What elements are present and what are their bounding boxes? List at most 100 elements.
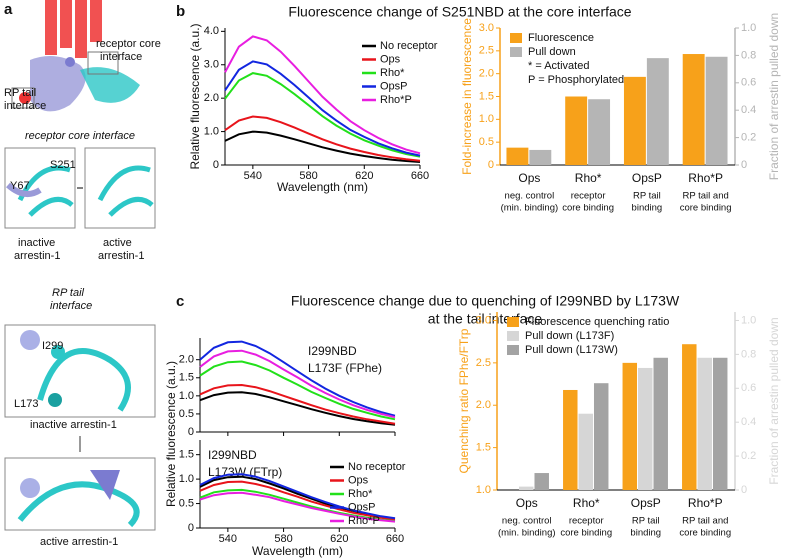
panel-a-label: I299 bbox=[42, 340, 63, 352]
category-note: receptor bbox=[571, 191, 606, 202]
y2-tick-label: 0 bbox=[741, 484, 747, 496]
panel-label: b bbox=[176, 3, 185, 20]
category-note: RP tail and bbox=[682, 191, 728, 202]
y-tick-label: 0 bbox=[488, 159, 494, 171]
series-line bbox=[199, 383, 396, 425]
annotation: I299NBD bbox=[208, 448, 257, 462]
y2-tick-label: 0.2 bbox=[741, 450, 756, 462]
category-note: RP tail bbox=[632, 516, 660, 527]
category-note: RP tail and bbox=[682, 516, 728, 527]
y-tick-label: 2.0 bbox=[476, 399, 491, 411]
chart-title: Fluorescence change due to quenching of … bbox=[291, 293, 680, 309]
bar bbox=[697, 357, 712, 490]
x-axis-label: Wavelength (nm) bbox=[277, 180, 368, 194]
y2-tick-label: 0.6 bbox=[741, 382, 756, 394]
y2-tick-label: 0.8 bbox=[741, 348, 756, 360]
series-line bbox=[199, 391, 396, 426]
x-tick-label: 580 bbox=[274, 533, 292, 545]
y-tick-label: 3.0 bbox=[479, 22, 494, 34]
category-note: (min. binding) bbox=[498, 528, 556, 539]
y-tick-label: 3.0 bbox=[204, 59, 219, 71]
series-line bbox=[224, 115, 421, 162]
legend-label: Pull down (L173W) bbox=[525, 344, 618, 356]
legend-swatch bbox=[507, 317, 519, 327]
y2-tick-label: 0 bbox=[741, 159, 747, 171]
legend-swatch bbox=[510, 47, 522, 57]
category-note: core binding bbox=[562, 203, 614, 214]
bar bbox=[519, 486, 534, 490]
legend-label: Rho* bbox=[348, 488, 373, 500]
y-tick-label: 2.0 bbox=[179, 354, 194, 366]
y2-tick-label: 0.2 bbox=[741, 132, 756, 144]
legend-label: Ops bbox=[380, 53, 401, 65]
y-tick-label: 1.5 bbox=[479, 90, 494, 102]
y-tick-label: 0.5 bbox=[479, 136, 494, 148]
bar bbox=[623, 76, 646, 165]
category-note: receptor bbox=[569, 516, 604, 527]
category-note: (min. binding) bbox=[501, 203, 559, 214]
legend-swatch bbox=[507, 345, 519, 355]
y-axis-label: Quenching ratio FPhe/FTrp bbox=[457, 328, 471, 473]
series-line bbox=[224, 72, 421, 158]
chart-title: Fluorescence change of S251NBD at the co… bbox=[288, 4, 631, 20]
panel-a-label: receptor core bbox=[96, 38, 161, 50]
legend-label: OpsP bbox=[348, 501, 376, 513]
bar bbox=[682, 344, 697, 490]
y-tick-label: 3.0 bbox=[476, 314, 491, 326]
bar bbox=[578, 413, 593, 490]
legend-label: Fluorescence quenching ratio bbox=[525, 316, 669, 328]
bar bbox=[712, 357, 728, 490]
x-tick-label: 620 bbox=[355, 170, 373, 182]
legend-label: Pull down (L173F) bbox=[525, 330, 614, 342]
bar bbox=[593, 383, 609, 490]
legend-label: OpsP bbox=[380, 80, 408, 92]
legend-label: Rho* bbox=[380, 67, 405, 79]
legend-label: Fluorescence bbox=[528, 32, 594, 44]
series-line bbox=[199, 491, 396, 523]
bar bbox=[622, 362, 638, 490]
y-tick-label: 4.0 bbox=[204, 25, 219, 37]
panel-a-label: interface bbox=[4, 100, 46, 112]
panel-a-label: active arrestin-1 bbox=[40, 536, 118, 548]
x-tick-label: Ops bbox=[516, 496, 538, 510]
bar bbox=[588, 99, 611, 165]
y-axis-label: Relative fluorescence (a.u.) bbox=[188, 23, 202, 169]
x-tick-label: Rho*P bbox=[688, 496, 723, 510]
legend-note: * = Activated bbox=[528, 60, 589, 72]
panel-label: c bbox=[176, 293, 184, 310]
x-tick-label: Ops bbox=[518, 171, 540, 185]
category-note: neg. control bbox=[505, 191, 555, 202]
y-tick-label: 2.0 bbox=[204, 92, 219, 104]
x-tick-label: 540 bbox=[244, 170, 262, 182]
category-note: RP tail bbox=[633, 191, 661, 202]
series-line bbox=[199, 360, 396, 421]
y-tick-label: 2.5 bbox=[476, 357, 491, 369]
legend-label: Rho*P bbox=[380, 94, 412, 106]
y-tick-label: 1.5 bbox=[476, 442, 491, 454]
y2-axis-label: Fraction of arrestin pulled down bbox=[767, 13, 781, 180]
legend-label: Rho*P bbox=[348, 515, 380, 527]
bar bbox=[529, 149, 552, 165]
bar bbox=[506, 147, 529, 165]
panel-a-label: arrestin-1 bbox=[98, 250, 144, 262]
series-line bbox=[224, 60, 421, 157]
x-tick-label: 580 bbox=[299, 170, 317, 182]
bar bbox=[682, 54, 705, 165]
series-line bbox=[199, 340, 396, 417]
legend-label: No receptor bbox=[348, 461, 406, 473]
category-note: core binding bbox=[679, 528, 731, 539]
panel-a-label: Y67 bbox=[10, 180, 30, 192]
y-axis-label: Relative fluorescence (a.u.) bbox=[164, 361, 178, 507]
y2-tick-label: 0.4 bbox=[741, 416, 756, 428]
panel-a-art bbox=[4, 0, 156, 531]
series-line bbox=[199, 480, 396, 521]
y2-tick-label: 0.8 bbox=[741, 49, 756, 61]
x-tick-label: Rho* bbox=[573, 496, 600, 510]
y2-tick-label: 0.4 bbox=[741, 104, 756, 116]
y-tick-label: 1.0 bbox=[476, 484, 491, 496]
y2-tick-label: 0.6 bbox=[741, 77, 756, 89]
y2-tick-label: 1.0 bbox=[741, 314, 756, 326]
x-tick-label: Rho* bbox=[575, 171, 602, 185]
x-tick-label: 540 bbox=[219, 533, 237, 545]
